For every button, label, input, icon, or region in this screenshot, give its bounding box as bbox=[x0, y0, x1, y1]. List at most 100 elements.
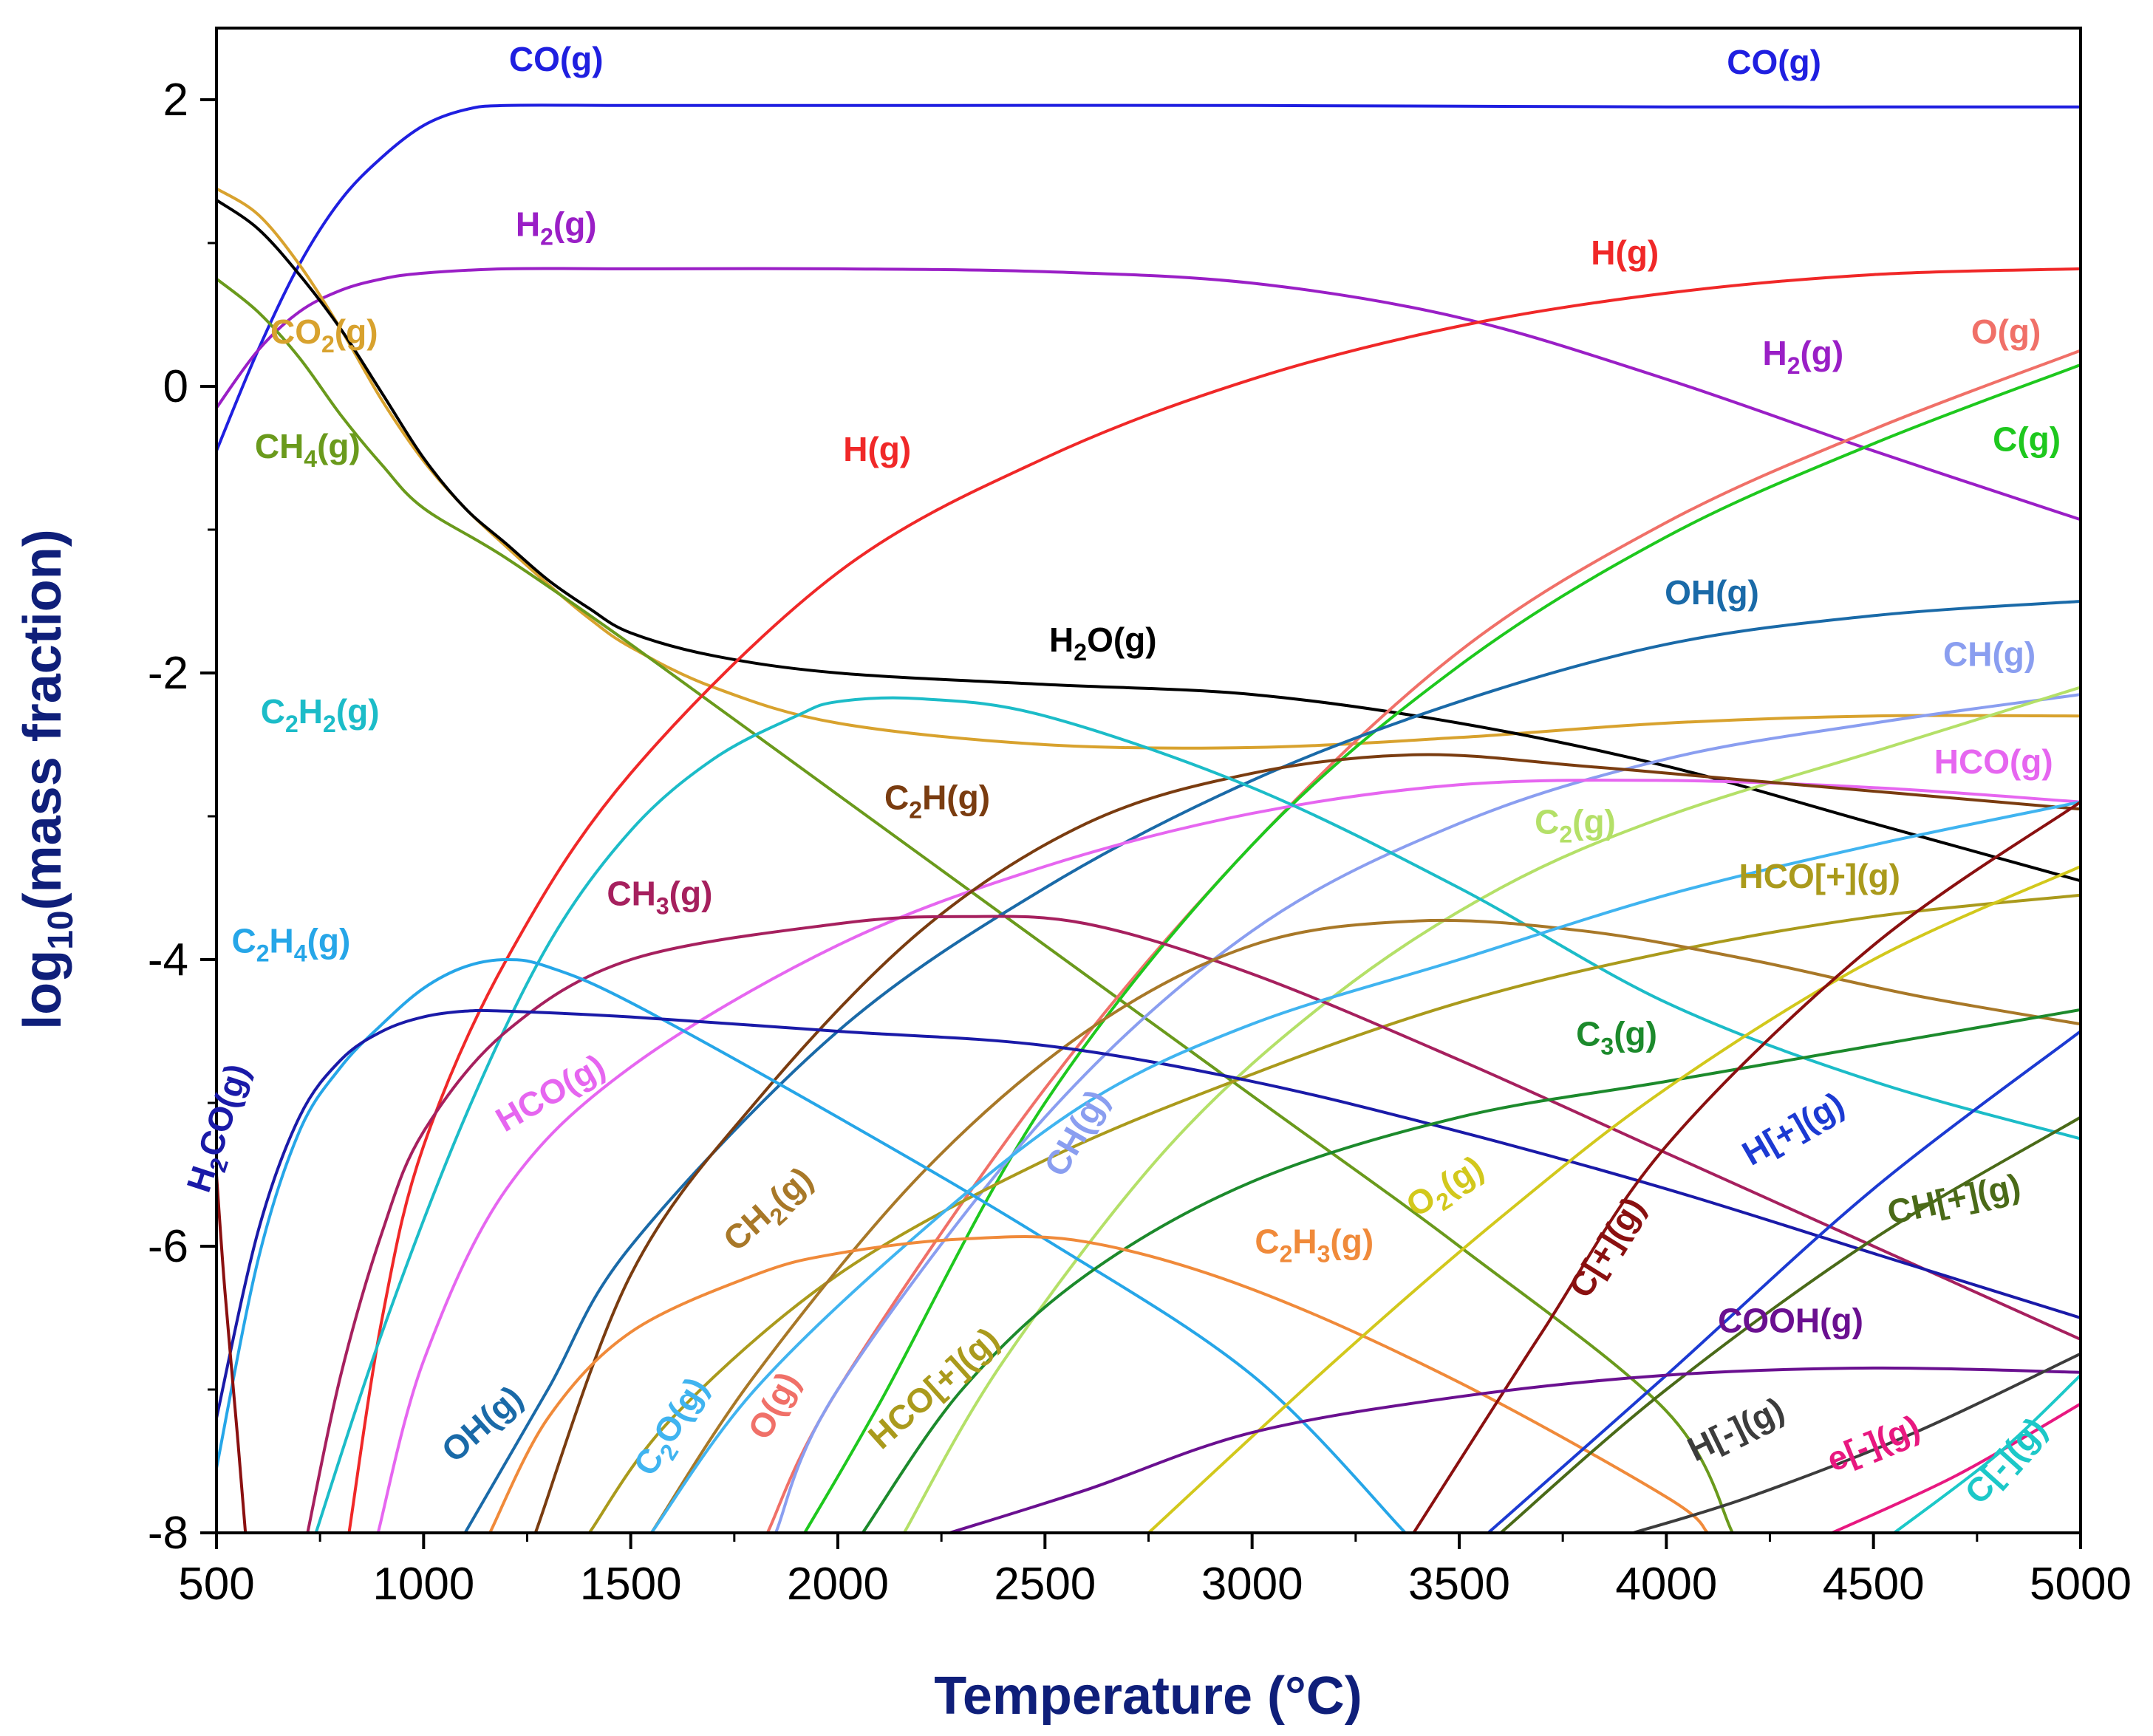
series-line-cooh-g bbox=[949, 1366, 2081, 1533]
series-label-part: 2 bbox=[321, 331, 335, 358]
series-label-ch4-g: CH4(g) bbox=[255, 427, 361, 472]
series-label-part: 3 bbox=[656, 892, 669, 919]
series-label-part: (g) bbox=[553, 205, 597, 243]
y-axis-title-base: 10 bbox=[41, 910, 81, 949]
series-label-part: 3 bbox=[1317, 1241, 1331, 1268]
series-line-h-g bbox=[1632, 1352, 2081, 1533]
series-label-part: (g) bbox=[336, 692, 380, 731]
series-line-c2-g bbox=[902, 686, 2081, 1533]
series-label-c2h-g: C2H(g) bbox=[884, 778, 990, 823]
series-label-part: H(g) bbox=[843, 430, 911, 468]
series-line-ch-g bbox=[1499, 1115, 2081, 1533]
series-line-c3-g bbox=[861, 1008, 2081, 1533]
series-label-hco-g: HCO[+](g) bbox=[1739, 857, 1900, 895]
series-line-h2co-g bbox=[216, 1008, 2081, 1419]
series-label-part: OH(g) bbox=[1665, 573, 1759, 612]
series-line-c2h3-g bbox=[488, 1235, 1709, 1533]
y-tick-label: 0 bbox=[163, 361, 188, 412]
series-label-c2h2-g: C2H2(g) bbox=[261, 692, 380, 737]
x-axis-title: Temperature (°C) bbox=[934, 1667, 1362, 1726]
series-label-cooh-g: COOH(g) bbox=[1718, 1301, 1863, 1339]
series-label-part: H(g) bbox=[1591, 233, 1659, 272]
x-tick-label: 1000 bbox=[372, 1559, 474, 1610]
series-line-ch-g bbox=[774, 693, 2081, 1533]
series-label-part: CO(g) bbox=[1727, 43, 1821, 81]
series-label-part: H(g) bbox=[922, 778, 990, 816]
x-tick-label: 3500 bbox=[1408, 1559, 1510, 1610]
series-label-part: CH bbox=[607, 874, 655, 912]
series-label-part: HCO[+](g) bbox=[1739, 857, 1900, 895]
x-tick-label: 2500 bbox=[994, 1559, 1096, 1610]
series-label-part: COOH(g) bbox=[1718, 1301, 1863, 1339]
series-label-part: C bbox=[232, 921, 256, 960]
y-axis-title-log: log bbox=[13, 950, 72, 1030]
series-line-ch4-g bbox=[216, 277, 1734, 1533]
series-label-part: 2 bbox=[1787, 352, 1801, 379]
x-tick-label: 500 bbox=[178, 1559, 254, 1610]
series-label-part: C bbox=[261, 692, 285, 731]
series-label-oh-g: OH(g) bbox=[1665, 573, 1759, 612]
series-label-o-g: O(g) bbox=[1971, 312, 2041, 351]
series-label-c2h3-g: C2H3(g) bbox=[1255, 1223, 1374, 1268]
series-label-part: CH(g) bbox=[1943, 635, 2036, 673]
series-label-c-g: C(g) bbox=[1993, 420, 2061, 458]
series-line-c-g bbox=[803, 363, 2081, 1533]
y-axis-title-rest: (mass fraction) bbox=[13, 529, 72, 910]
series-line-h2o-g bbox=[216, 199, 2081, 883]
x-tick-label: 4500 bbox=[1823, 1559, 1925, 1610]
y-tick-label: 2 bbox=[163, 75, 188, 126]
series-line-h2-g bbox=[216, 267, 2081, 522]
series-label-h-g: H(g) bbox=[1591, 233, 1659, 272]
series-label-part: 2 bbox=[909, 796, 922, 823]
series-label-part: H bbox=[1049, 621, 1074, 659]
series-label-part: 2 bbox=[1074, 639, 1087, 666]
series-label-part: 2 bbox=[1280, 1241, 1293, 1268]
series-label-part: (g) bbox=[317, 427, 361, 465]
x-tick-label: 2000 bbox=[787, 1559, 889, 1610]
series-label-part: CH bbox=[255, 427, 304, 465]
series-line-hco-g bbox=[376, 779, 2081, 1533]
series-label-hco-g: HCO(g) bbox=[1934, 742, 2053, 781]
series-line-left-edge-species bbox=[216, 1174, 248, 1533]
series-label-c2-g: C2(g) bbox=[1535, 802, 1616, 847]
series-label-part: C bbox=[1535, 802, 1559, 841]
series-line-ch2-g bbox=[650, 918, 2081, 1533]
series-label-part: 4 bbox=[294, 940, 307, 966]
series-label-part: C bbox=[1255, 1223, 1279, 1261]
series-label-part: (g) bbox=[669, 874, 713, 912]
series-label-part: H bbox=[516, 205, 540, 243]
series-line-h-g bbox=[1487, 1030, 2081, 1533]
series-label-part: 3 bbox=[1600, 1033, 1614, 1059]
series-label-part: 2 bbox=[256, 940, 270, 966]
series-label-h2o-g: H2O(g) bbox=[1049, 621, 1157, 666]
series-label-part: O(g) bbox=[1971, 312, 2041, 351]
series-label-part: 2 bbox=[285, 711, 298, 737]
tick-layer: 500 1000 1500 2000 2500 3000 3500 4000 4500 5000 2… bbox=[148, 75, 2132, 1610]
series-label-ch3-g: CH3(g) bbox=[607, 874, 712, 919]
series-label-part: CO bbox=[270, 312, 321, 351]
series-label-part: H bbox=[1762, 334, 1787, 372]
series-label-co-g: CO(g) bbox=[509, 40, 604, 78]
x-tick-label: 3000 bbox=[1201, 1559, 1303, 1610]
series-label-part: O(g) bbox=[1087, 621, 1157, 659]
x-tick-label: 1500 bbox=[580, 1559, 682, 1610]
series-label-part: (g) bbox=[1572, 802, 1616, 841]
series-line-c2h2-g bbox=[314, 696, 2081, 1533]
series-line-oh-g bbox=[463, 600, 2081, 1533]
series-line-c2o-g bbox=[650, 800, 2081, 1533]
series-label-part: H bbox=[298, 692, 323, 731]
y-axis-title: log10(mass fraction) bbox=[13, 529, 81, 1030]
y-tick-label: -2 bbox=[148, 648, 188, 699]
series-line-co2-g bbox=[216, 187, 2081, 750]
series-label-part: 4 bbox=[304, 445, 317, 472]
series-line-h-g bbox=[347, 267, 2081, 1533]
series-label-part: C(g) bbox=[1993, 420, 2061, 458]
series-label-c2h4-g: C2H4(g) bbox=[232, 921, 351, 966]
y-tick-label: -8 bbox=[148, 1508, 188, 1559]
series-line-c-g bbox=[1412, 800, 2081, 1533]
series-label-part: H bbox=[1292, 1223, 1317, 1261]
series-line-hco-g bbox=[587, 893, 2081, 1533]
series-label-h2-g: H2(g) bbox=[516, 205, 597, 250]
series-label-part: C bbox=[1576, 1014, 1600, 1053]
series-label-part: (g) bbox=[335, 312, 378, 351]
